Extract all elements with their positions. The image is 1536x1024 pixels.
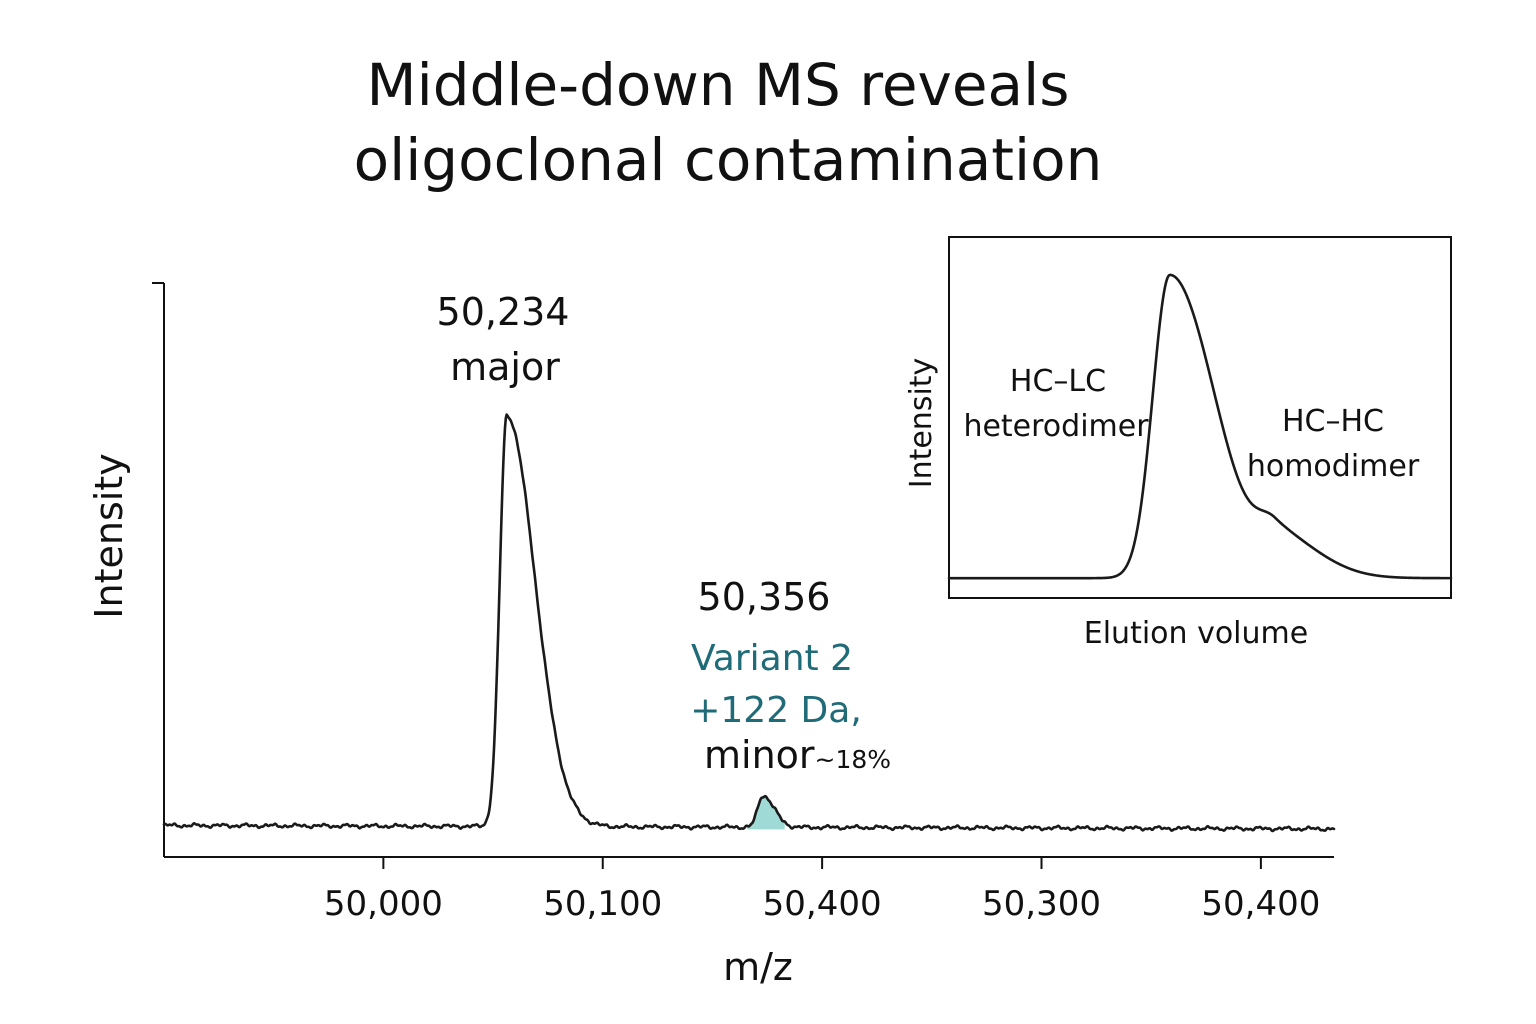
chart-title-line-1: Middle-down MS reveals xyxy=(367,51,1070,119)
mass-spectrum-trace xyxy=(162,413,1336,833)
inset-y-axis-label: Intensity xyxy=(904,358,939,489)
major-peak-name-label: major xyxy=(450,345,560,389)
x-tick-label: 50,400 xyxy=(763,884,882,924)
x-tick-label: 50,000 xyxy=(324,884,443,924)
inset-chromatogram: Intensity Elution volume HC–LC heterodim… xyxy=(904,236,1453,651)
main-x-ticks: 50,000 50,100 50,400 50,300 50,400 xyxy=(324,857,1320,924)
minor-abundance-percent: ~18% xyxy=(815,745,892,774)
main-x-axis-label: m/z xyxy=(723,945,793,989)
minor-peak-fill xyxy=(747,796,785,830)
main-y-axis-label: Intensity xyxy=(87,453,131,618)
homodimer-label-line-2: homodimer xyxy=(1247,449,1420,484)
inset-frame xyxy=(948,236,1452,599)
main-spectrum-plot: 50,000 50,100 50,400 50,300 50,400 Intensity… xyxy=(87,282,1336,989)
inset-x-axis-label: Elution volume xyxy=(1084,616,1308,651)
chart-title-line-2: oligoclonal contamination xyxy=(354,126,1103,194)
heterodimer-label-line-2: heterodimer xyxy=(963,409,1149,444)
major-peak-mass-label: 50,234 xyxy=(437,290,570,334)
minor-abundance-label: minor~18% xyxy=(704,733,891,777)
x-tick-label: 50,400 xyxy=(1201,884,1320,924)
x-tick-label: 50,100 xyxy=(543,884,662,924)
chromatogram-trace xyxy=(947,273,1453,580)
heterodimer-label-line-1: HC–LC xyxy=(1010,364,1106,399)
homodimer-label-line-1: HC–HC xyxy=(1282,404,1384,439)
x-tick-label: 50,300 xyxy=(982,884,1101,924)
variant-name-label: Variant 2 xyxy=(691,638,853,679)
variant-mass-shift-label: +122 Da, xyxy=(690,690,862,731)
minor-abundance-word: minor xyxy=(704,733,815,777)
minor-peak-mass-label: 50,356 xyxy=(698,575,831,619)
